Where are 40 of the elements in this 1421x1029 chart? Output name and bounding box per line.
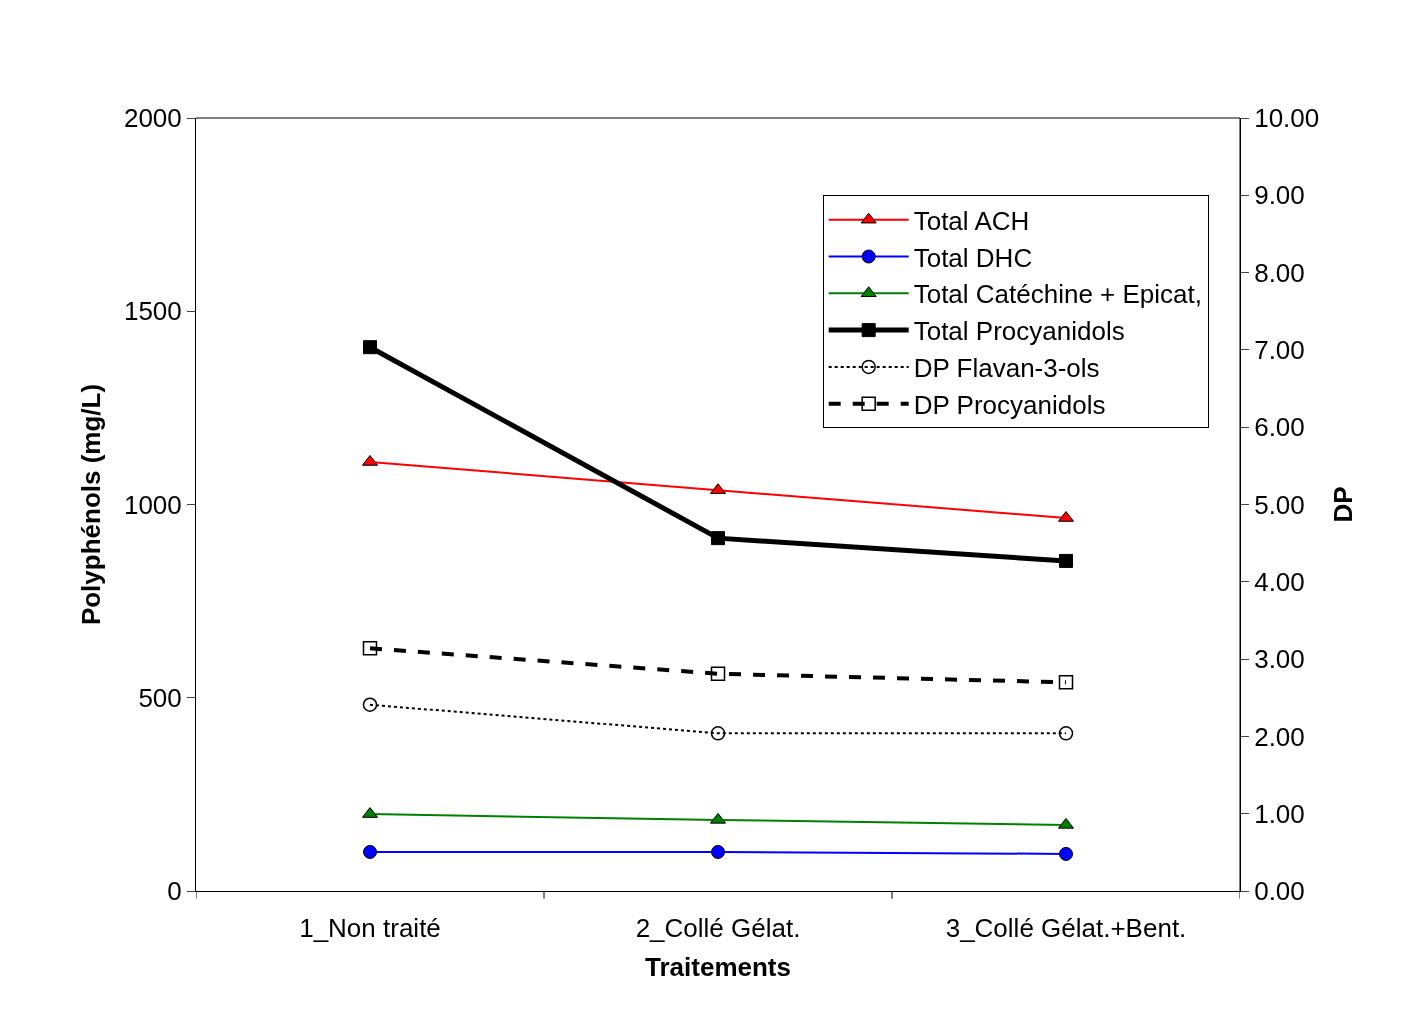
point	[710, 666, 726, 682]
y-tick-label: 2000	[123, 103, 182, 134]
point	[711, 531, 725, 546]
y2-axis-title: DP	[1327, 486, 1358, 523]
y-tick-label: 0	[167, 876, 182, 907]
point	[1058, 675, 1074, 690]
y-tick-label: 1000	[123, 489, 182, 520]
x-tick-label: 3_Collé Gélat.+Bent.	[945, 913, 1187, 944]
y-tick-label: 1500	[123, 296, 182, 327]
legend-label: Total Procyanidols	[913, 316, 1125, 347]
point	[362, 641, 378, 656]
legend-label: Total Catéchine + Epicat,	[913, 279, 1203, 310]
y2-tick-label: 2.00	[1254, 721, 1305, 752]
legend-label: DP Flavan-3-ols	[913, 353, 1100, 384]
legend-label: DP Procyanidols	[913, 389, 1106, 420]
point	[362, 697, 378, 712]
x-tick-label: 2_Collé Gélat.	[635, 913, 801, 944]
y2-tick-label: 8.00	[1254, 257, 1305, 288]
point	[363, 844, 377, 859]
point	[1058, 726, 1074, 741]
point	[710, 726, 726, 741]
y2-tick-label: 0.00	[1254, 876, 1305, 907]
y2-tick-label: 5.00	[1254, 489, 1305, 520]
y2-tick-label: 7.00	[1254, 335, 1305, 365]
x-axis-title: Traitements	[645, 951, 791, 982]
y2-tick-label: 9.00	[1254, 180, 1305, 211]
point	[363, 340, 377, 355]
y-axis-title: Polyphénols (mg/L)	[76, 383, 107, 626]
y2-tick-label: 1.00	[1254, 798, 1305, 829]
point	[711, 844, 725, 859]
legend-label: Total DHC	[913, 242, 1033, 273]
y2-tick-label: 10.00	[1254, 103, 1320, 134]
y2-tick-label: 4.00	[1254, 566, 1305, 597]
point	[1059, 553, 1073, 568]
x-tick-label: 1_Non traité	[299, 913, 441, 944]
y2-tick-label: 3.00	[1254, 644, 1305, 675]
y-tick-label: 500	[138, 682, 182, 713]
point	[1059, 846, 1073, 861]
y2-tick-label: 6.00	[1254, 412, 1305, 443]
legend-label: Total ACH	[913, 205, 1030, 236]
